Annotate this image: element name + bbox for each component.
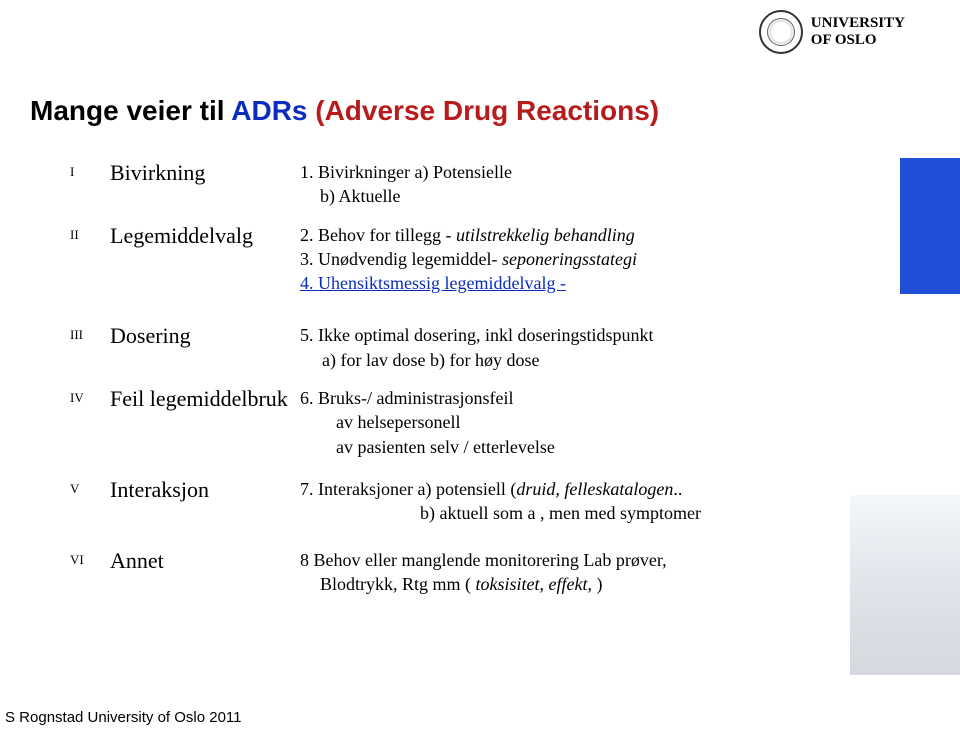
page-title: Mange veier til ADRs (Adverse Drug React…: [30, 95, 659, 127]
row-label: Annet: [110, 548, 300, 574]
row-roman: VI: [70, 548, 110, 568]
row-detail: 2. Behov for tillegg - utilstrekkelig be…: [300, 223, 870, 296]
content-row: IILegemiddelvalg2. Behov for tillegg - u…: [70, 223, 870, 296]
detail-line: 5. Ikke optimal dosering, inkl doserings…: [300, 323, 870, 347]
detail-line: b) aktuell som a , men med symptomer: [300, 501, 870, 525]
row-detail: 5. Ikke optimal dosering, inkl doserings…: [300, 323, 870, 372]
content-row: IIIDosering5. Ikke optimal dosering, ink…: [70, 323, 870, 372]
title-prefix: Mange veier til: [30, 95, 231, 126]
row-label: Legemiddelvalg: [110, 223, 300, 249]
row-roman: I: [70, 160, 110, 180]
detail-line: 7. Interaksjoner a) potensiell (druid, f…: [300, 477, 870, 501]
detail-line: a) for lav dose b) for høy dose: [300, 348, 870, 372]
content-row: IBivirkning1. Bivirkninger a) Potensiell…: [70, 160, 870, 209]
row-label: Bivirkning: [110, 160, 300, 186]
side-band: [900, 158, 960, 294]
row-roman: II: [70, 223, 110, 243]
content-rows: IBivirkning1. Bivirkninger a) Potensiell…: [70, 160, 870, 610]
title-adr: ADRs: [231, 95, 307, 126]
row-label: Dosering: [110, 323, 300, 349]
row-label: Interaksjon: [110, 477, 300, 503]
content-row: VInteraksjon7. Interaksjoner a) potensie…: [70, 477, 870, 526]
row-detail: 7. Interaksjoner a) potensiell (druid, f…: [300, 477, 870, 526]
university-name: UNIVERSITY OF OSLO: [811, 15, 905, 50]
detail-line: 3. Unødvendig legemiddel- seponeringssta…: [300, 247, 870, 271]
row-detail: 6. Bruks-/ administrasjonsfeilav helsepe…: [300, 386, 870, 459]
row-roman: V: [70, 477, 110, 497]
detail-line: 1. Bivirkninger a) Potensielle: [300, 160, 870, 184]
row-roman: IV: [70, 386, 110, 406]
uni-line2: OF OSLO: [811, 32, 905, 49]
content-row: VIAnnet8 Behov eller manglende monitorer…: [70, 548, 870, 597]
detail-line: av pasienten selv / etterlevelse: [300, 435, 870, 459]
detail-line: Blodtrykk, Rtg mm ( toksisitet, effekt, …: [300, 572, 870, 596]
row-roman: III: [70, 323, 110, 343]
uni-line1: UNIVERSITY: [811, 15, 905, 32]
university-logo: UNIVERSITY OF OSLO: [759, 10, 905, 54]
seal-icon: [759, 10, 803, 54]
content-row: IVFeil legemiddelbruk6. Bruks-/ administ…: [70, 386, 870, 459]
detail-line: 2. Behov for tillegg - utilstrekkelig be…: [300, 223, 870, 247]
row-detail: 1. Bivirkninger a) Potensielleb) Aktuell…: [300, 160, 870, 209]
row-label: Feil legemiddelbruk: [110, 386, 300, 412]
detail-line: 8 Behov eller manglende monitorering Lab…: [300, 548, 870, 572]
footer-credit: S Rognstad University of Oslo 2011: [5, 709, 242, 726]
detail-line: 6. Bruks-/ administrasjonsfeil: [300, 386, 870, 410]
detail-line: b) Aktuelle: [300, 184, 870, 208]
detail-line: av helsepersonell: [300, 410, 870, 434]
title-paren: (Adverse Drug Reactions): [307, 95, 659, 126]
detail-line: 4. Uhensiktsmessig legemiddelvalg -: [300, 271, 870, 295]
row-detail: 8 Behov eller manglende monitorering Lab…: [300, 548, 870, 597]
